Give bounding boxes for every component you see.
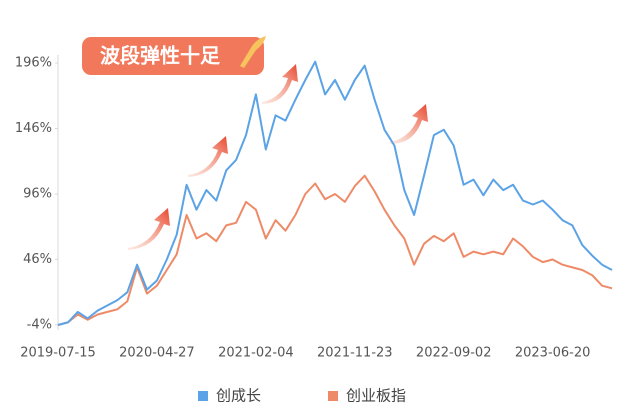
x-tick-label: 2021-02-04 — [218, 346, 294, 361]
legend-swatch — [328, 391, 338, 401]
x-tick-label: 2023-06-20 — [515, 346, 591, 361]
badge: 波段弹性十足 — [82, 36, 266, 75]
series-line — [57, 60, 613, 326]
y-tick-label: 146% — [15, 121, 52, 136]
legend-label: 创成长 — [216, 387, 261, 405]
y-tick-label: 46% — [23, 252, 52, 267]
x-tick-label: 2021-11-23 — [317, 346, 393, 361]
x-tick-label: 2020-04-27 — [119, 346, 195, 361]
series-line — [57, 174, 613, 326]
y-tick-label: 96% — [23, 187, 52, 202]
annotation: 波段弹性十足 — [100, 44, 221, 68]
y-tick-label: 196% — [15, 56, 52, 71]
x-tick-label: 2022-09-02 — [416, 346, 492, 361]
x-tick-label: 2019-07-15 — [20, 346, 96, 361]
arrows — [128, 64, 428, 250]
y-tick-label: -4% — [27, 318, 52, 333]
legend-label: 创业板指 — [346, 387, 406, 405]
legend-swatch — [198, 391, 208, 401]
